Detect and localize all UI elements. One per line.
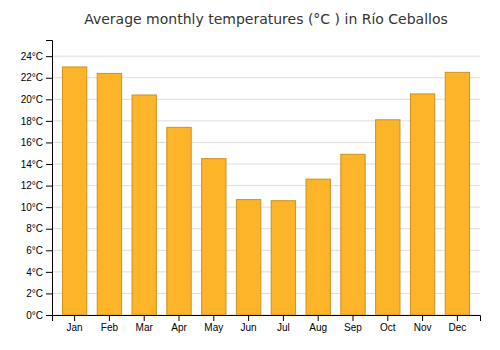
bar — [376, 120, 400, 315]
y-tick-mark — [46, 207, 52, 208]
x-tick-mark — [248, 315, 249, 321]
y-tick: 20°C — [21, 94, 52, 105]
x-tick: Sep — [344, 315, 362, 333]
y-tick: 14°C — [21, 159, 52, 170]
x-tick-label: Oct — [380, 322, 396, 333]
x-tick: Mar — [136, 315, 154, 333]
bar — [271, 201, 295, 315]
y-tick-mark — [46, 142, 52, 143]
y-tick: 18°C — [21, 116, 52, 127]
y-tick: 4°C — [26, 267, 52, 278]
bar — [62, 67, 86, 315]
x-tick-label: Apr — [171, 322, 187, 333]
y-tick-label: 0°C — [26, 310, 43, 321]
y-tick-label: 10°C — [21, 202, 43, 213]
bars — [62, 67, 469, 315]
bar — [97, 73, 121, 315]
grid — [52, 56, 480, 315]
y-tick: 12°C — [21, 180, 52, 191]
y-tick: 0°C — [26, 310, 52, 321]
x-tick-label: Nov — [414, 322, 432, 333]
y-tick-mark — [46, 99, 52, 100]
y-tick-mark — [46, 229, 52, 230]
x-tick-label: Dec — [448, 322, 466, 333]
y-tick-label: 12°C — [21, 180, 43, 191]
y-tick: 6°C — [26, 245, 52, 256]
y-tick-label: 14°C — [21, 159, 43, 170]
y-tick-label: 22°C — [21, 72, 43, 83]
x-tick-label: Feb — [101, 322, 119, 333]
y-tick: 2°C — [26, 288, 52, 299]
y-tick-label: 20°C — [21, 94, 43, 105]
x-tick-mark — [422, 315, 423, 321]
y-tick: 16°C — [21, 137, 52, 148]
x-tick-label: May — [204, 322, 223, 333]
x-tick-mark — [457, 315, 458, 321]
x-tick-mark — [352, 315, 353, 321]
bar — [341, 154, 365, 315]
x-tick-mark — [387, 315, 388, 321]
x-tick-label: Jan — [67, 322, 83, 333]
x-tick: Jan — [67, 315, 83, 333]
x-tick: Dec — [448, 315, 466, 333]
bar — [445, 72, 469, 315]
x-axis-line — [53, 316, 481, 322]
bar — [236, 200, 260, 315]
y-tick-mark — [46, 121, 52, 122]
y-tick-mark — [46, 315, 52, 316]
x-tick-label: Sep — [344, 322, 362, 333]
x-tick: Feb — [101, 315, 119, 333]
x-tick-label: Jul — [277, 322, 290, 333]
title: Average monthly temperatures (°C ) in Rí… — [84, 11, 448, 27]
y-tick-label: 2°C — [26, 288, 43, 299]
y-tick-label: 8°C — [26, 223, 43, 234]
grid-line — [52, 56, 480, 57]
x-tick: Jul — [277, 315, 290, 333]
y-axis-line — [46, 41, 53, 316]
y-tick-mark — [46, 78, 52, 79]
x-tick: Aug — [309, 315, 327, 333]
y-tick-mark — [46, 56, 52, 57]
bar — [306, 179, 330, 315]
y-tick-mark — [46, 293, 52, 294]
plot: Jan Feb Mar Apr May Jun Jul Aug Sep Oct Nov Dec 0°C 2… — [21, 41, 481, 334]
y-tick-label: 18°C — [21, 116, 43, 127]
bar — [167, 127, 191, 315]
x-tick: Apr — [171, 315, 187, 333]
x-tick-label: Mar — [136, 322, 154, 333]
x-tick-mark — [283, 315, 284, 321]
y-tick-mark — [46, 164, 52, 165]
y-tick-label: 4°C — [26, 267, 43, 278]
y-axis: 0°C 2°C 4°C 6°C 8°C 10°C 12°C 14°C 16°C 18°C 20°C 2… — [21, 41, 53, 321]
x-tick-mark — [318, 315, 319, 321]
x-tick-label: Jun — [241, 322, 257, 333]
x-tick: May — [204, 315, 223, 333]
x-axis: Jan Feb Mar Apr May Jun Jul Aug Sep Oct Nov Dec — [53, 315, 481, 333]
y-tick-mark — [46, 186, 52, 187]
y-tick-mark — [46, 250, 52, 251]
y-tick: 24°C — [21, 51, 52, 62]
x-tick: Jun — [241, 315, 257, 333]
x-tick-mark — [109, 315, 110, 321]
y-tick-label: 6°C — [26, 245, 43, 256]
x-tick: Nov — [414, 315, 432, 333]
bar — [132, 95, 156, 315]
y-tick-mark — [46, 272, 52, 273]
y-tick: 10°C — [21, 202, 52, 213]
y-tick-label: 16°C — [21, 137, 43, 148]
chart: Jan Feb Mar Apr May Jun Jul Aug Sep Oct Nov Dec 0°C 2… — [0, 0, 500, 350]
y-tick-label: 24°C — [21, 51, 43, 62]
x-tick-mark — [74, 315, 75, 321]
x-tick-label: Aug — [309, 322, 327, 333]
x-tick-mark — [213, 315, 214, 321]
y-tick: 8°C — [26, 223, 52, 234]
x-tick: Oct — [380, 315, 396, 333]
y-tick: 22°C — [21, 72, 52, 83]
bar — [410, 94, 434, 315]
chart-container: Jan Feb Mar Apr May Jun Jul Aug Sep Oct Nov Dec 0°C 2… — [0, 0, 500, 350]
x-tick-mark — [144, 315, 145, 321]
bar — [202, 159, 226, 315]
x-tick-mark — [179, 315, 180, 321]
